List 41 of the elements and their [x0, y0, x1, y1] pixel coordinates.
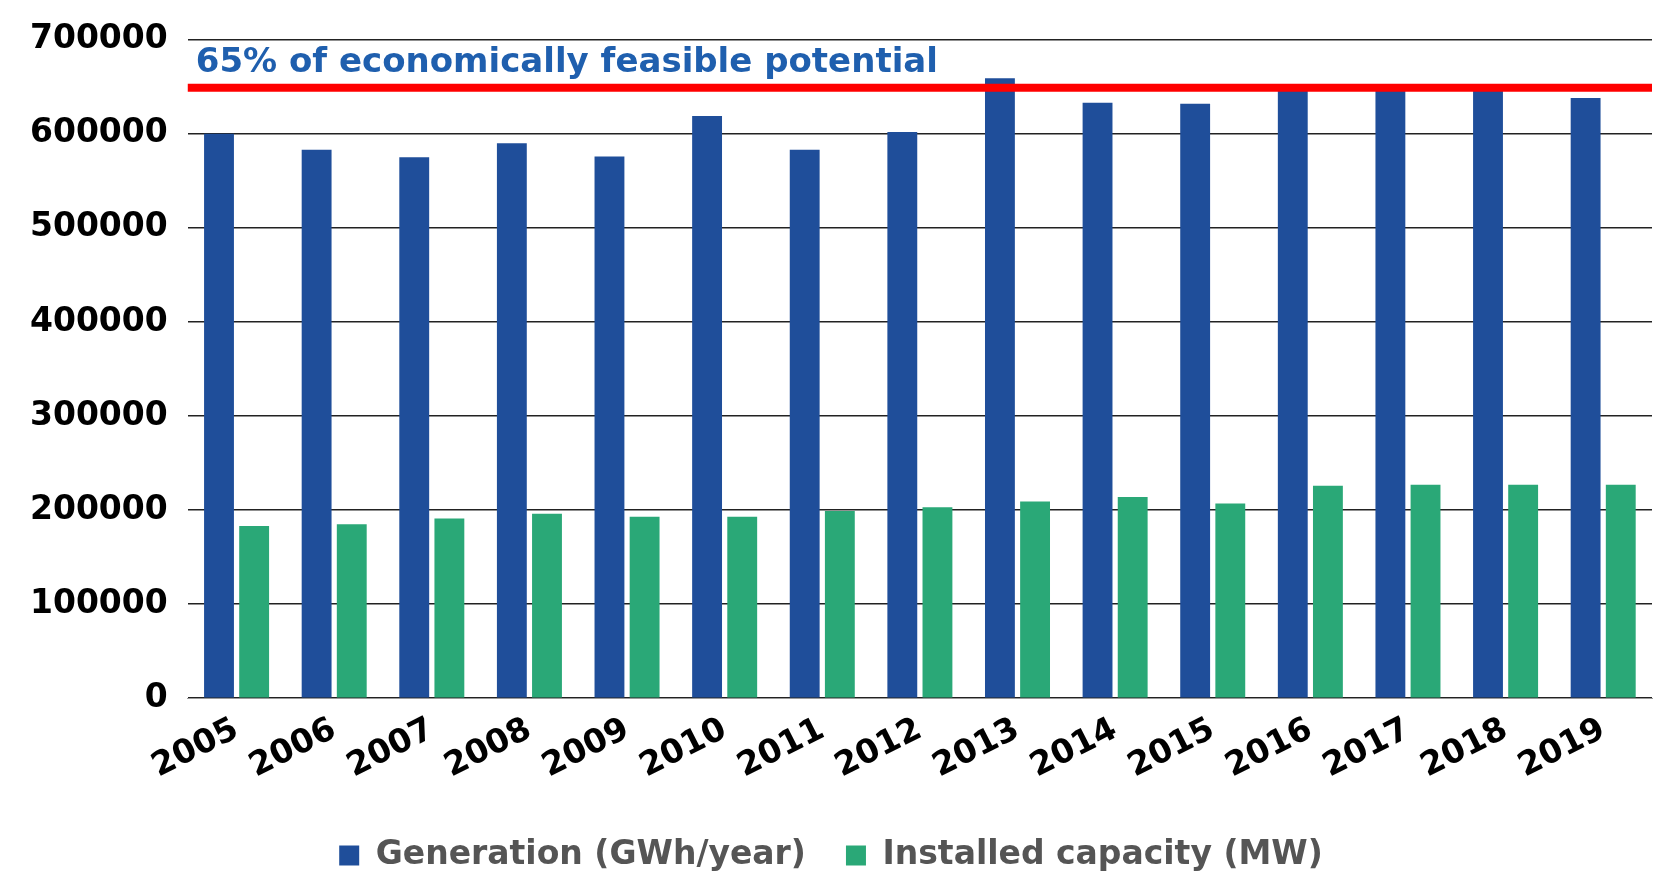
bar	[336, 524, 367, 698]
bar	[1180, 103, 1211, 698]
y-tick-label: 600000	[29, 111, 168, 151]
bar	[594, 156, 625, 698]
bar	[629, 516, 660, 698]
bar	[239, 526, 270, 698]
y-tick-label: 200000	[29, 487, 168, 527]
bar	[887, 131, 918, 698]
y-tick-label: 500000	[29, 205, 168, 245]
bar	[1215, 503, 1246, 698]
bar	[1508, 484, 1539, 698]
bar	[1082, 102, 1113, 698]
bar	[1020, 501, 1051, 698]
bar	[789, 149, 820, 698]
bar	[1410, 484, 1441, 698]
bar	[727, 516, 758, 698]
bar	[204, 133, 234, 698]
bar	[824, 511, 855, 698]
y-tick-label: 300000	[29, 393, 168, 433]
y-tick-label: 100000	[29, 581, 168, 621]
bar	[532, 513, 562, 698]
bar	[1375, 89, 1406, 698]
y-tick-label: 400000	[29, 299, 168, 339]
legend-label: Installed capacity (MW)	[882, 833, 1323, 873]
bar	[1473, 89, 1503, 698]
bar	[399, 157, 430, 698]
y-tick-label: 700000	[29, 17, 168, 57]
bar	[1605, 484, 1636, 698]
y-tick-label: 0	[144, 675, 168, 715]
legend-label: Generation (GWh/year)	[375, 833, 806, 873]
bar	[984, 78, 1015, 698]
bar	[1312, 485, 1343, 698]
bar	[301, 149, 332, 698]
bar	[1570, 98, 1601, 698]
bar	[692, 115, 723, 698]
bar	[1277, 89, 1308, 698]
ref-line-label: 65% of economically feasible potential	[195, 39, 938, 80]
bar	[434, 518, 465, 698]
bar	[496, 143, 527, 698]
bar	[1117, 496, 1148, 698]
bar	[922, 507, 953, 698]
